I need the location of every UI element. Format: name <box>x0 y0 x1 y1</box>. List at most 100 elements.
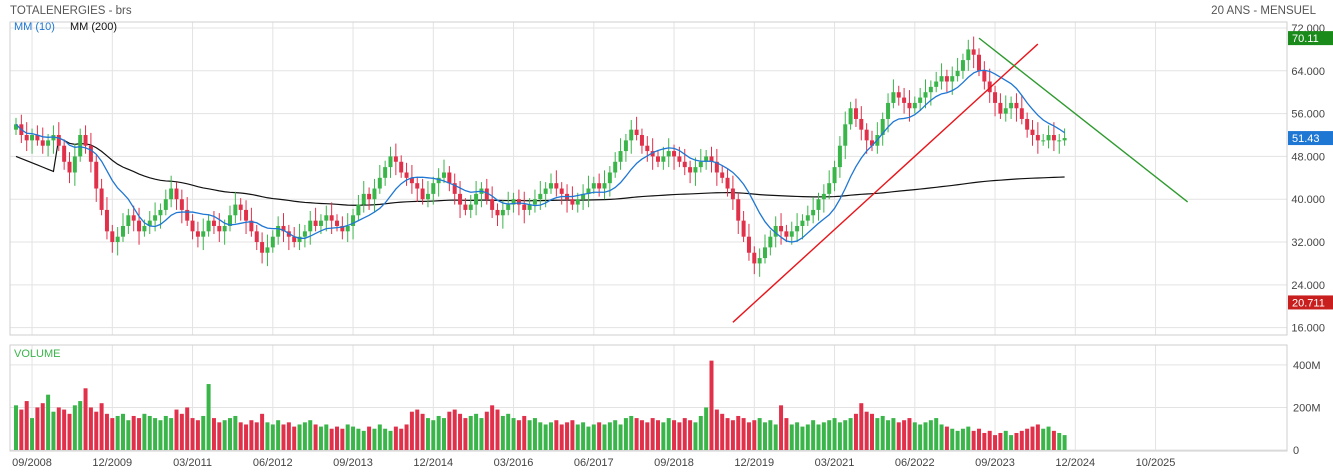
volume-bar <box>677 422 682 450</box>
volume-bar <box>672 420 677 450</box>
candle-body <box>811 209 816 216</box>
candle-body <box>934 81 939 87</box>
chart-period: 20 ANS - MENSUEL <box>1211 5 1316 17</box>
candle-body <box>704 156 709 162</box>
volume-bar <box>832 418 837 450</box>
volume-bar <box>340 428 345 450</box>
volume-bar <box>308 420 313 450</box>
volume-bar <box>211 418 216 450</box>
volume-bar <box>870 413 874 450</box>
volume-bar <box>859 403 864 450</box>
volume-bar <box>94 411 99 450</box>
time-tick-label: 09/2018 <box>654 457 694 469</box>
volume-bar <box>944 426 949 450</box>
volume-bar <box>88 407 93 450</box>
candle-body <box>420 188 425 200</box>
volume-bar <box>147 415 152 450</box>
candle-body <box>656 156 660 162</box>
candle-body <box>827 183 832 194</box>
volume-bar <box>62 409 67 450</box>
candle-body <box>276 225 281 237</box>
volume-bar <box>613 420 618 450</box>
candle-body <box>318 220 323 226</box>
candle-body <box>944 76 949 82</box>
candle-body <box>1062 138 1067 141</box>
candle-body <box>265 247 270 253</box>
trendline-resistance <box>978 37 1189 203</box>
legend-ma200[interactable]: MM (200) <box>70 21 117 33</box>
volume-bar <box>479 418 484 450</box>
volume-bar <box>137 418 142 450</box>
candle-body <box>506 204 511 210</box>
volume-bar <box>474 413 479 450</box>
volume-bar <box>329 428 334 450</box>
candle-body <box>859 118 864 130</box>
volume-bar <box>960 428 965 450</box>
candle-body <box>837 145 842 168</box>
volume-bar <box>1035 424 1040 450</box>
candle-body <box>206 220 211 232</box>
volume-bar <box>634 418 639 450</box>
volume-bar <box>163 415 168 450</box>
candle-body <box>746 236 751 253</box>
candle-body <box>404 172 409 178</box>
candle-body <box>613 161 618 173</box>
time-tick-label: 03/2011 <box>173 457 212 469</box>
volume-bar <box>372 428 377 450</box>
volume-bar <box>907 418 912 450</box>
volume-bar <box>179 413 184 450</box>
time-tick-label: 06/2022 <box>895 457 935 469</box>
candle-body <box>516 199 521 205</box>
volume-bar <box>827 420 832 450</box>
volume-tick-label: 400M <box>1293 360 1321 372</box>
candle-body <box>805 215 810 221</box>
volume-bar <box>875 418 880 450</box>
candle-body <box>773 225 778 237</box>
time-tick-label: 09/2023 <box>975 457 1015 469</box>
candle-body <box>110 231 115 243</box>
time-tick-label: 03/2021 <box>815 457 855 469</box>
candle-body <box>169 188 174 200</box>
time-tick-label: 09/2013 <box>333 457 373 469</box>
candle-body <box>153 215 158 221</box>
volume-bar <box>356 428 361 450</box>
volume-bar <box>656 420 660 450</box>
candle-body <box>83 135 88 146</box>
volume-bar <box>971 430 976 450</box>
badge-low-bg <box>1288 295 1333 310</box>
volume-bar <box>292 426 297 450</box>
candle-body <box>500 209 505 216</box>
volume-bar <box>195 420 200 450</box>
volume-bar <box>56 407 61 450</box>
candle-body <box>1057 140 1062 142</box>
candle-body <box>736 199 741 221</box>
candle-body <box>281 225 286 232</box>
price-badges: 70.11 51.43 20.711 <box>1288 31 1333 310</box>
volume-bar <box>629 415 634 450</box>
volume-bar <box>559 424 564 450</box>
volume-bar <box>99 403 104 450</box>
legend-ma10[interactable]: MM (10) <box>14 21 55 33</box>
candle-body <box>575 199 580 205</box>
volume-bar <box>260 413 265 450</box>
time-tick-label: 12/2019 <box>734 457 774 469</box>
candle-body <box>527 204 532 210</box>
candle-body <box>725 177 730 189</box>
volume-bar <box>955 430 960 450</box>
volume-bar <box>495 409 500 450</box>
candle-body <box>468 204 473 210</box>
volume-bar <box>575 424 580 450</box>
candle-body <box>361 193 366 205</box>
candle-body <box>115 236 120 243</box>
volume-bar <box>565 422 570 450</box>
volume-bar <box>902 420 907 450</box>
candle-body <box>442 172 446 178</box>
price-tick-label: 24.000 <box>1291 280 1325 292</box>
volume-bar <box>1051 430 1056 450</box>
volume-bar <box>1057 432 1062 450</box>
volume-bar <box>714 409 719 450</box>
volume-bar <box>789 424 794 450</box>
volume-bar <box>1025 428 1030 450</box>
volume-bar <box>393 426 398 450</box>
candle-body <box>993 92 998 103</box>
